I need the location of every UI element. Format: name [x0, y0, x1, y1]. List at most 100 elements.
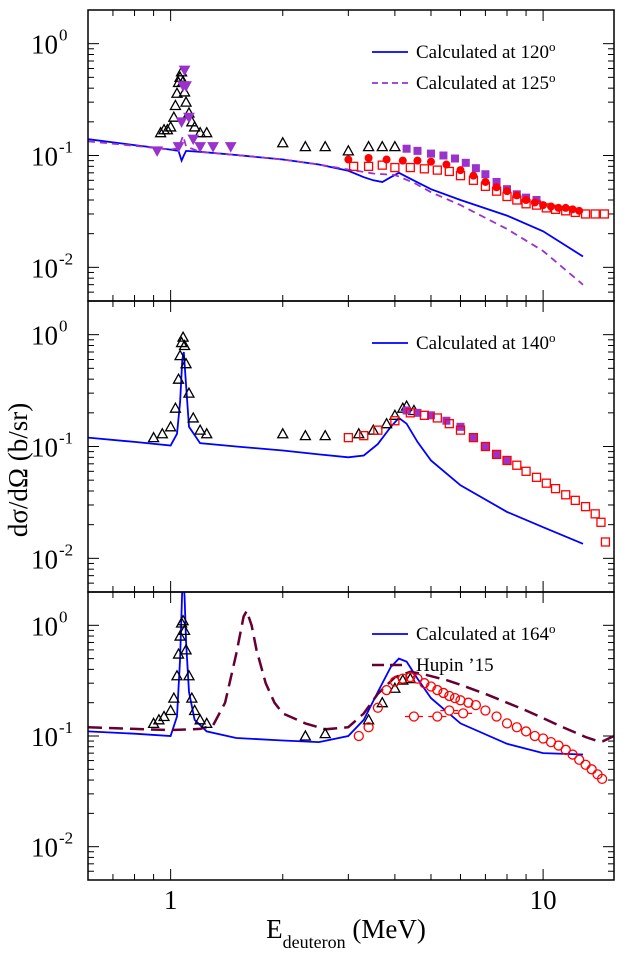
y-tick-label-exponent: -1 — [59, 429, 73, 448]
data-point — [580, 501, 591, 512]
data-point — [276, 427, 289, 439]
y-tick-label-exponent: 0 — [59, 26, 68, 45]
y-tick-label-exponent: -2 — [59, 249, 73, 268]
y-tick-label: 10 — [31, 253, 58, 283]
data-point — [590, 209, 600, 219]
data-point — [176, 330, 190, 342]
data-point — [561, 206, 571, 216]
data-point — [359, 431, 369, 441]
data-point — [570, 207, 580, 218]
data-point — [521, 199, 531, 209]
series-line — [88, 607, 614, 743]
data-point — [599, 209, 609, 219]
data-point — [405, 408, 415, 418]
panel-plot-area — [88, 592, 614, 785]
panel-frame — [87, 591, 615, 881]
y-tick-label: 10 — [31, 833, 58, 863]
data-point — [388, 408, 401, 420]
data-point — [432, 413, 442, 423]
data-point — [170, 669, 184, 681]
data-point — [550, 204, 561, 214]
data-point — [511, 722, 522, 733]
data-point — [561, 203, 570, 212]
data-point — [176, 614, 190, 626]
data-point — [444, 690, 455, 702]
data-point — [187, 411, 200, 423]
data-point — [207, 142, 219, 153]
data-point — [468, 175, 479, 185]
data-point — [376, 140, 389, 152]
legend-entry: Calculated at 120o — [416, 39, 555, 64]
data-point — [550, 483, 561, 494]
data-point — [596, 517, 606, 527]
data-point — [319, 429, 332, 441]
data-point — [408, 711, 420, 722]
data-point — [512, 195, 522, 205]
legend-entry-text: Calculated at 125 — [416, 73, 549, 94]
data-point — [541, 203, 551, 213]
data-point — [180, 81, 192, 92]
data-point — [147, 431, 160, 443]
series-line — [88, 132, 584, 286]
data-point — [455, 425, 466, 435]
y-tick-label: 10 — [31, 142, 58, 172]
data-point — [352, 427, 365, 439]
data-point — [194, 126, 207, 138]
data-point — [567, 749, 578, 760]
y-tick-label-exponent: -2 — [59, 540, 73, 559]
data-point — [568, 205, 577, 214]
y-axis-title: dσ/dΩ (b/sr) — [3, 403, 33, 537]
data-point — [426, 157, 435, 166]
data-point — [574, 754, 585, 765]
data-point — [388, 140, 401, 152]
data-point — [178, 65, 191, 77]
data-point — [349, 161, 359, 171]
data-point — [502, 455, 512, 466]
y-tick-label-base: 10 — [31, 722, 58, 752]
data-point — [188, 704, 201, 716]
data-point — [152, 713, 165, 725]
data-point — [396, 673, 409, 685]
data-point — [164, 120, 177, 132]
data-point — [178, 624, 191, 636]
series-line — [88, 351, 584, 545]
data-point — [169, 99, 182, 111]
data-point — [541, 478, 551, 488]
data-point — [161, 123, 174, 135]
data-point — [167, 691, 180, 703]
data-point — [344, 155, 353, 164]
data-point — [276, 136, 289, 148]
data-point — [179, 357, 193, 369]
data-point — [319, 140, 332, 152]
data-point — [363, 722, 374, 733]
legend-entry-text: Hupin ’15 — [416, 655, 494, 676]
data-point — [224, 142, 237, 153]
data-point — [457, 708, 469, 719]
data-point — [480, 441, 491, 452]
data-point — [179, 95, 193, 107]
data-point — [170, 86, 184, 98]
data-point — [492, 177, 501, 186]
data-point — [173, 349, 187, 361]
y-tick-label-base: 10 — [31, 253, 58, 283]
data-point — [432, 684, 443, 696]
legend-entry: Calculated at 140o — [416, 330, 555, 355]
data-point — [402, 144, 411, 153]
data-point — [188, 120, 201, 132]
data-point — [471, 164, 480, 173]
series-line — [88, 138, 584, 258]
data-point — [173, 629, 187, 641]
data-point — [463, 697, 474, 708]
y-tick-label-base: 10 — [31, 321, 58, 351]
y-tick-label-base: 10 — [31, 142, 58, 172]
data-point — [561, 490, 571, 500]
data-point — [343, 432, 353, 443]
data-point — [164, 420, 177, 432]
data-point — [362, 140, 375, 152]
data-point — [182, 386, 196, 398]
x-tick-label: 1 — [164, 885, 178, 915]
